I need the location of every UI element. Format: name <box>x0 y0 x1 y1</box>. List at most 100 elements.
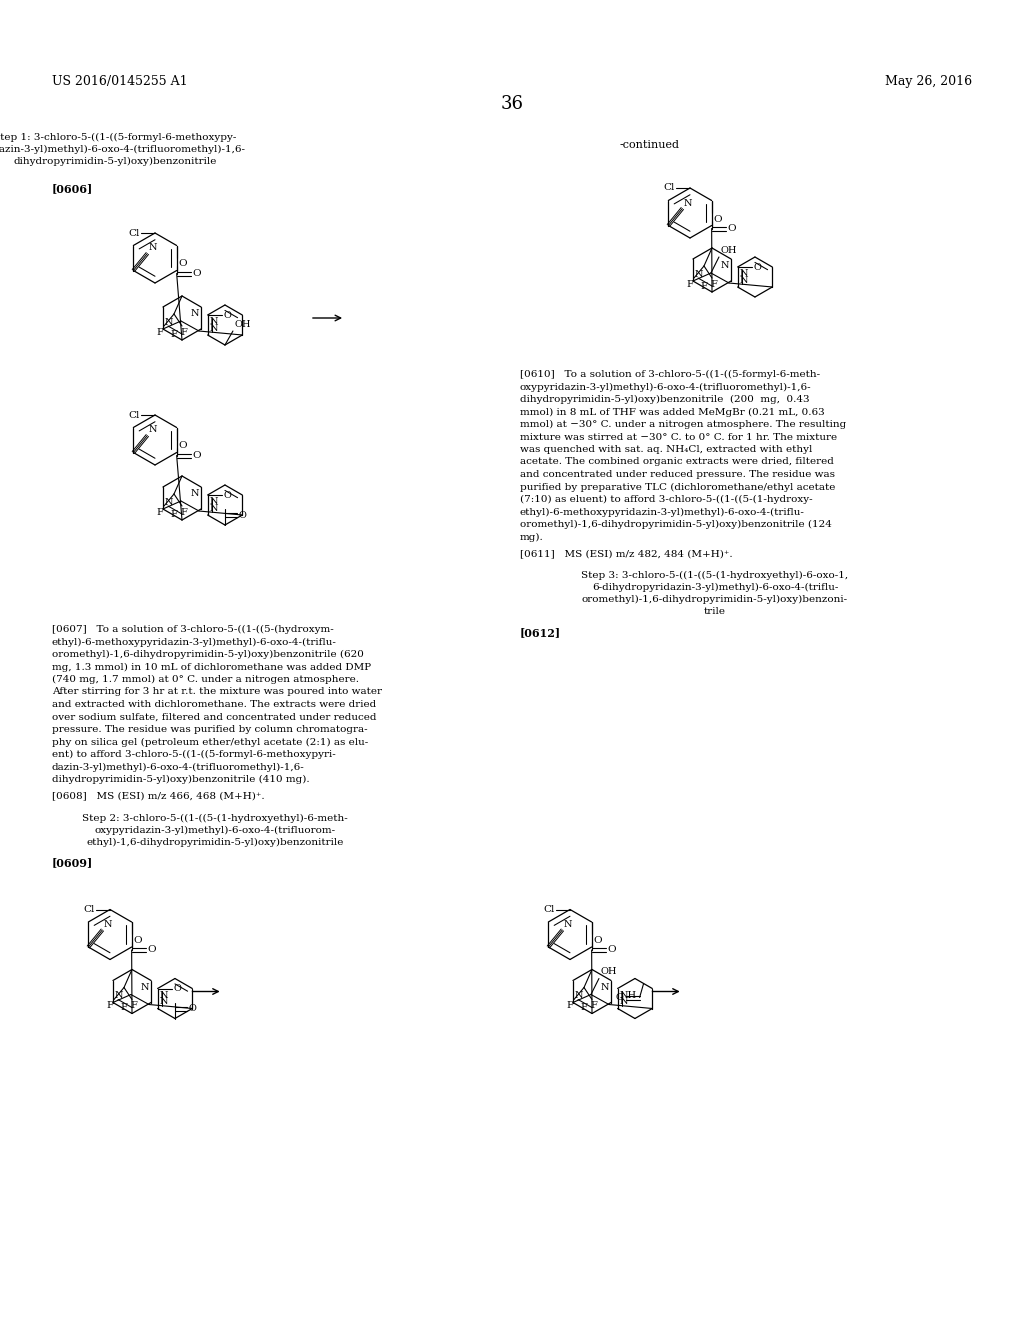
Text: O: O <box>223 491 231 499</box>
Text: 6-dihydropyridazin-3-yl)methyl)-6-oxo-4-(triflu-: 6-dihydropyridazin-3-yl)methyl)-6-oxo-4-… <box>592 583 839 593</box>
Text: O: O <box>178 441 187 450</box>
Text: F: F <box>180 327 187 337</box>
Text: mmol) at −30° C. under a nitrogen atmosphere. The resulting: mmol) at −30° C. under a nitrogen atmosp… <box>520 420 846 429</box>
Text: Cl: Cl <box>129 228 140 238</box>
Text: -continued: -continued <box>620 140 680 150</box>
Text: dihydropyrimidin-5-yl)oxy)benzonitrile  (200  mg,  0.43: dihydropyrimidin-5-yl)oxy)benzonitrile (… <box>520 395 810 404</box>
Text: dihydropyrimidin-5-yl)oxy)benzonitrile: dihydropyrimidin-5-yl)oxy)benzonitrile <box>13 157 217 166</box>
Text: N: N <box>148 425 157 434</box>
Text: N: N <box>739 269 749 279</box>
Text: was quenched with sat. aq. NH₄Cl, extracted with ethyl: was quenched with sat. aq. NH₄Cl, extrac… <box>520 445 812 454</box>
Text: and concentrated under reduced pressure. The residue was: and concentrated under reduced pressure.… <box>520 470 835 479</box>
Text: N: N <box>721 261 729 271</box>
Text: F: F <box>157 327 164 337</box>
Text: O: O <box>607 945 616 954</box>
Text: and extracted with dichloromethane. The extracts were dried: and extracted with dichloromethane. The … <box>52 700 376 709</box>
Text: O: O <box>134 936 142 945</box>
Text: F: F <box>121 1003 127 1012</box>
Text: N: N <box>683 198 692 207</box>
Text: OH: OH <box>601 968 617 977</box>
Text: N: N <box>190 309 199 318</box>
Text: 36: 36 <box>501 95 523 114</box>
Text: Cl: Cl <box>544 906 555 913</box>
Text: O: O <box>189 1005 197 1012</box>
Text: over sodium sulfate, filtered and concentrated under reduced: over sodium sulfate, filtered and concen… <box>52 713 377 722</box>
Text: OH: OH <box>721 246 737 255</box>
Text: ethyl)-6-methoxypyridazin-3-yl)methyl)-6-oxo-4-(triflu-: ethyl)-6-methoxypyridazin-3-yl)methyl)-6… <box>52 638 337 647</box>
Text: [0611]   MS (ESI) m/z 482, 484 (M+H)⁺.: [0611] MS (ESI) m/z 482, 484 (M+H)⁺. <box>520 549 732 558</box>
Text: purified by preparative TLC (dichloromethane/ethyl acetate: purified by preparative TLC (dichloromet… <box>520 483 836 491</box>
Text: N: N <box>620 998 628 1006</box>
Text: trile: trile <box>705 607 726 616</box>
Text: N: N <box>563 920 571 929</box>
Text: N: N <box>574 991 584 1001</box>
Text: mixture was stirred at −30° C. to 0° C. for 1 hr. The mixture: mixture was stirred at −30° C. to 0° C. … <box>520 433 838 441</box>
Text: Step 3: 3-chloro-5-((1-((5-(1-hydroxyethyl)-6-oxo-1,: Step 3: 3-chloro-5-((1-((5-(1-hydroxyeth… <box>582 572 849 579</box>
Text: N: N <box>210 504 218 513</box>
Text: N: N <box>148 243 157 252</box>
Text: Cl: Cl <box>129 411 140 420</box>
Text: N: N <box>160 990 168 999</box>
Text: dazin-3-yl)methyl)-6-oxo-4-(trifluoromethyl)-1,6-: dazin-3-yl)methyl)-6-oxo-4-(trifluoromet… <box>52 763 305 772</box>
Text: F: F <box>171 330 177 339</box>
Text: F: F <box>106 1002 114 1011</box>
Text: [0607]   To a solution of 3-chloro-5-((1-((5-(hydroxym-: [0607] To a solution of 3-chloro-5-((1-(… <box>52 624 334 634</box>
Text: N: N <box>115 991 124 1001</box>
Text: N: N <box>160 998 168 1006</box>
Text: oromethyl)-1,6-dihydropyrimidin-5-yl)oxy)benzonitrile (620: oromethyl)-1,6-dihydropyrimidin-5-yl)oxy… <box>52 649 364 659</box>
Text: OH: OH <box>234 319 252 329</box>
Text: N: N <box>600 982 609 991</box>
Text: acetate. The combined organic extracts were dried, filtered: acetate. The combined organic extracts w… <box>520 458 834 466</box>
Text: O: O <box>174 983 181 993</box>
Text: F: F <box>700 282 708 290</box>
Text: F: F <box>581 1003 588 1012</box>
Text: Cl: Cl <box>664 183 675 193</box>
Text: ethyl)-1,6-dihydropyrimidin-5-yl)oxy)benzonitrile: ethyl)-1,6-dihydropyrimidin-5-yl)oxy)ben… <box>86 837 344 846</box>
Text: ethyl)-6-methoxypyridazin-3-yl)methyl)-6-oxo-4-(triflu-: ethyl)-6-methoxypyridazin-3-yl)methyl)-6… <box>520 507 805 516</box>
Text: Cl: Cl <box>84 906 95 913</box>
Text: F: F <box>711 280 718 289</box>
Text: O: O <box>147 945 157 954</box>
Text: F: F <box>131 1002 137 1011</box>
Text: N: N <box>165 498 173 507</box>
Text: [0609]: [0609] <box>52 858 93 869</box>
Text: N: N <box>210 317 218 326</box>
Text: N: N <box>739 276 749 285</box>
Text: [0608]   MS (ESI) m/z 466, 468 (M+H)⁺.: [0608] MS (ESI) m/z 466, 468 (M+H)⁺. <box>52 792 264 800</box>
Text: F: F <box>171 510 177 519</box>
Text: phy on silica gel (petroleum ether/ethyl acetate (2:1) as elu-: phy on silica gel (petroleum ether/ethyl… <box>52 738 369 747</box>
Text: F: F <box>157 508 164 517</box>
Text: N: N <box>695 271 703 279</box>
Text: US 2016/0145255 A1: US 2016/0145255 A1 <box>52 75 187 88</box>
Text: ent) to afford 3-chloro-5-((1-((5-formyl-6-methoxypyri-: ent) to afford 3-chloro-5-((1-((5-formyl… <box>52 750 336 759</box>
Text: oxypyridazin-3-yl)methyl)-6-oxo-4-(trifluorom-: oxypyridazin-3-yl)methyl)-6-oxo-4-(trifl… <box>94 825 336 834</box>
Text: O: O <box>714 214 722 223</box>
Text: F: F <box>180 508 187 517</box>
Text: (740 mg, 1.7 mmol) at 0° C. under a nitrogen atmosphere.: (740 mg, 1.7 mmol) at 0° C. under a nitr… <box>52 675 359 684</box>
Text: [0610]   To a solution of 3-chloro-5-((1-((5-formyl-6-meth-: [0610] To a solution of 3-chloro-5-((1-(… <box>520 370 820 379</box>
Text: pressure. The residue was purified by column chromatogra-: pressure. The residue was purified by co… <box>52 725 368 734</box>
Text: (7:10) as eluent) to afford 3-chloro-5-((1-((5-(1-hydroxy-: (7:10) as eluent) to afford 3-chloro-5-(… <box>520 495 813 504</box>
Text: mmol) in 8 mL of THF was added MeMgBr (0.21 mL, 0.63: mmol) in 8 mL of THF was added MeMgBr (0… <box>520 408 824 417</box>
Text: O: O <box>223 310 231 319</box>
Text: oxypyridazin-3-yl)methyl)-6-oxo-4-(trifluoromethyl)-1,6-: oxypyridazin-3-yl)methyl)-6-oxo-4-(trifl… <box>520 383 812 392</box>
Text: N: N <box>165 318 173 327</box>
Text: O: O <box>728 224 736 234</box>
Text: O: O <box>239 511 247 520</box>
Text: O: O <box>754 263 762 272</box>
Text: F: F <box>566 1002 573 1011</box>
Text: O: O <box>193 451 202 459</box>
Text: After stirring for 3 hr at r.t. the mixture was poured into water: After stirring for 3 hr at r.t. the mixt… <box>52 688 382 697</box>
Text: O: O <box>193 269 202 279</box>
Text: F: F <box>686 280 693 289</box>
Text: O: O <box>594 936 602 945</box>
Text: mg).: mg). <box>520 532 544 541</box>
Text: ridazin-3-yl)methyl)-6-oxo-4-(trifluoromethyl)-1,6-: ridazin-3-yl)methyl)-6-oxo-4-(trifluorom… <box>0 145 246 154</box>
Text: mg, 1.3 mmol) in 10 mL of dichloromethane was added DMP: mg, 1.3 mmol) in 10 mL of dichloromethan… <box>52 663 371 672</box>
Text: N: N <box>210 498 218 506</box>
Text: oromethyl)-1,6-dihydropyrimidin-5-yl)oxy)benzonitrile (124: oromethyl)-1,6-dihydropyrimidin-5-yl)oxy… <box>520 520 831 529</box>
Text: N: N <box>190 488 199 498</box>
Text: Step 1: 3-chloro-5-((1-((5-formyl-6-methoxypy-: Step 1: 3-chloro-5-((1-((5-formyl-6-meth… <box>0 133 237 143</box>
Text: F: F <box>591 1002 597 1011</box>
Text: N: N <box>140 982 150 991</box>
